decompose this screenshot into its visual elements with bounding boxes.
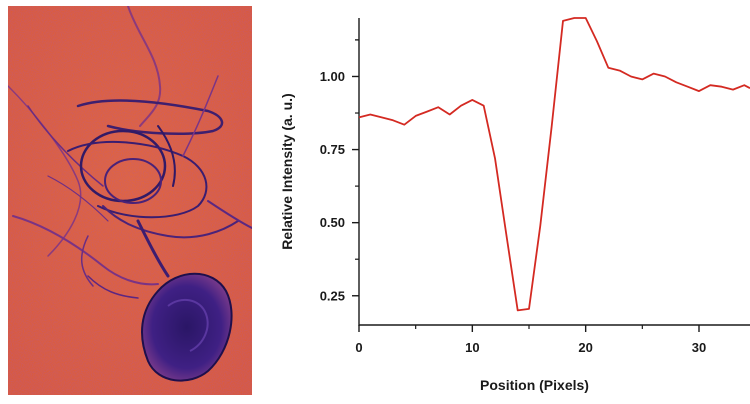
intensity-profile-line [358, 17, 750, 312]
y-tick-label: 0.25 [320, 288, 345, 303]
particle-highlight [167, 298, 209, 352]
chart-area: 0.25 0.50 0.75 1.00 0 10 20 30 Position (Pixels… [262, 0, 750, 399]
y-tick-label: 0.50 [320, 215, 345, 230]
line-chart: 0.25 0.50 0.75 1.00 0 10 20 30 Position (Pixels… [279, 17, 750, 393]
fiber-network [7, 5, 253, 299]
axes [358, 18, 750, 326]
micrograph-image [7, 5, 253, 395]
micrograph-svg [7, 5, 253, 395]
x-tick-label: 0 [355, 340, 362, 355]
x-tick-label: 30 [692, 340, 706, 355]
dark-particle [141, 272, 233, 382]
y-tick-label: 0.75 [320, 142, 345, 157]
y-tick-label: 1.00 [320, 69, 345, 84]
x-tick-label: 10 [465, 340, 479, 355]
x-axis-title: Position (Pixels) [480, 377, 589, 393]
series-layer [358, 17, 750, 312]
y-axis-title: Relative Intensity (a. u.) [279, 93, 295, 249]
ticks: 0.25 0.50 0.75 1.00 0 10 20 30 [320, 39, 706, 355]
x-tick-label: 20 [578, 340, 592, 355]
